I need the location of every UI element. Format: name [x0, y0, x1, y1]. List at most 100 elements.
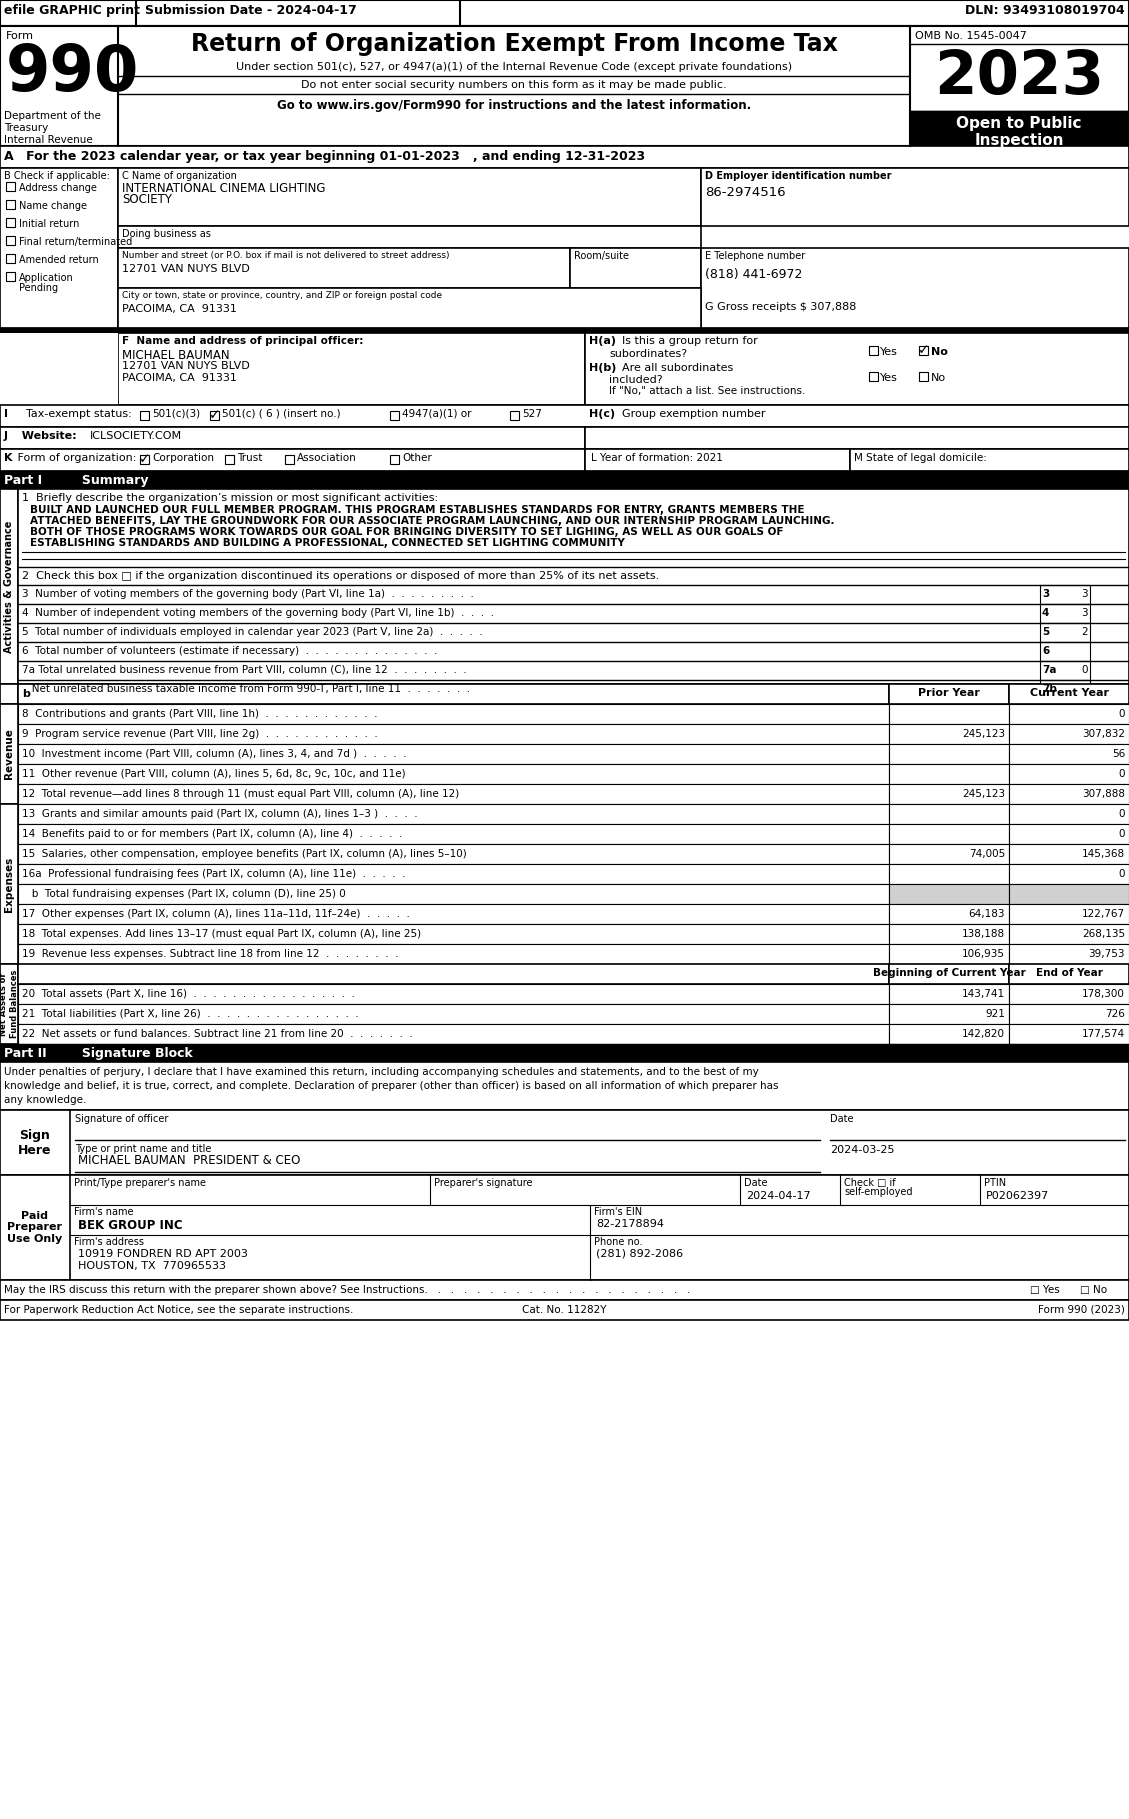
- Text: 17  Other expenses (Part IX, column (A), lines 11a–11d, 11f–24e)  .  .  .  .  .: 17 Other expenses (Part IX, column (A), …: [21, 910, 410, 919]
- Text: 86-2974516: 86-2974516: [704, 186, 786, 198]
- Text: MICHAEL BAUMAN: MICHAEL BAUMAN: [122, 349, 229, 362]
- Text: H(b): H(b): [589, 364, 616, 373]
- Text: Room/suite: Room/suite: [574, 251, 629, 260]
- Bar: [18, 904, 889, 924]
- Text: 6  Total number of volunteers (estimate if necessary)  .  .  .  .  .  .  .  .  .: 6 Total number of volunteers (estimate i…: [21, 646, 437, 657]
- Text: M State of legal domicile:: M State of legal domicile:: [854, 453, 987, 464]
- Bar: [6, 182, 15, 191]
- Text: HOUSTON, TX  770965533: HOUSTON, TX 770965533: [78, 1261, 226, 1271]
- Bar: [18, 489, 1129, 684]
- Bar: [889, 1024, 1009, 1044]
- Text: MICHAEL BAUMAN  PRESIDENT & CEO: MICHAEL BAUMAN PRESIDENT & CEO: [78, 1153, 300, 1168]
- Bar: [585, 449, 850, 471]
- Text: Application: Application: [19, 273, 73, 284]
- Bar: [0, 489, 18, 684]
- Text: 4: 4: [1042, 608, 1049, 618]
- Text: 10919 FONDREN RD APT 2003: 10919 FONDREN RD APT 2003: [78, 1250, 248, 1259]
- Text: 0: 0: [1119, 769, 1124, 779]
- Text: 0: 0: [1119, 829, 1124, 839]
- Text: Type or print name and title: Type or print name and title: [75, 1144, 211, 1153]
- Text: 138,188: 138,188: [962, 930, 1005, 939]
- Text: Tax-exempt status:: Tax-exempt status:: [12, 409, 132, 418]
- Text: Is this a group return for: Is this a group return for: [615, 337, 758, 346]
- Text: Form of organization:: Form of organization:: [14, 453, 137, 464]
- Text: 7b: 7b: [1042, 684, 1057, 695]
- Text: Trust: Trust: [237, 453, 262, 464]
- Bar: [0, 1175, 70, 1281]
- Bar: [1009, 784, 1129, 804]
- Text: I: I: [5, 409, 8, 418]
- Text: BUILT AND LAUNCHED OUR FULL MEMBER PROGRAM. THIS PROGRAM ESTABLISHES STANDARDS F: BUILT AND LAUNCHED OUR FULL MEMBER PROGR…: [30, 506, 805, 515]
- Text: 2024-03-25: 2024-03-25: [830, 1144, 894, 1155]
- Text: End of Year: End of Year: [1035, 968, 1102, 979]
- Bar: [1009, 744, 1129, 764]
- Text: Net Assets or
Fund Balances: Net Assets or Fund Balances: [0, 970, 19, 1039]
- Text: H(c): H(c): [589, 409, 615, 418]
- Text: 2  Check this box □ if the organization discontinued its operations or disposed : 2 Check this box □ if the organization d…: [21, 571, 659, 580]
- Text: 307,832: 307,832: [1082, 729, 1124, 739]
- Bar: [889, 744, 1009, 764]
- Bar: [889, 844, 1009, 864]
- Text: Signature Block: Signature Block: [60, 1048, 193, 1060]
- Bar: [18, 844, 889, 864]
- Text: C Name of organization: C Name of organization: [122, 171, 237, 182]
- Text: Go to www.irs.gov/Form990 for instructions and the latest information.: Go to www.irs.gov/Form990 for instructio…: [277, 98, 751, 113]
- Bar: [0, 1110, 70, 1175]
- Bar: [0, 1301, 1129, 1321]
- Bar: [1009, 904, 1129, 924]
- Bar: [6, 218, 15, 227]
- Text: G Gross receipts $ 307,888: G Gross receipts $ 307,888: [704, 302, 857, 313]
- Bar: [18, 684, 889, 704]
- Text: Prior Year: Prior Year: [918, 688, 980, 698]
- Text: Signature of officer: Signature of officer: [75, 1113, 168, 1124]
- Text: D Employer identification number: D Employer identification number: [704, 171, 892, 182]
- Bar: [0, 804, 18, 964]
- Bar: [0, 1044, 1129, 1062]
- Text: Open to Public
Inspection: Open to Public Inspection: [956, 116, 1082, 149]
- Text: 0: 0: [1082, 666, 1088, 675]
- Text: Department of the: Department of the: [5, 111, 100, 122]
- Bar: [919, 373, 928, 380]
- Text: City or town, state or province, country, and ZIP or foreign postal code: City or town, state or province, country…: [122, 291, 443, 300]
- Text: included?: included?: [609, 375, 663, 386]
- Bar: [1009, 864, 1129, 884]
- Text: Name change: Name change: [19, 202, 87, 211]
- Text: Doing business as: Doing business as: [122, 229, 211, 238]
- Text: 0: 0: [1119, 709, 1124, 719]
- Text: 39,753: 39,753: [1088, 950, 1124, 959]
- Text: PACOIMA, CA  91331: PACOIMA, CA 91331: [122, 304, 237, 315]
- Text: (281) 892-2086: (281) 892-2086: [596, 1250, 683, 1259]
- Bar: [0, 167, 119, 327]
- Text: Initial return: Initial return: [19, 218, 79, 229]
- Text: ✓: ✓: [139, 453, 150, 466]
- Bar: [889, 864, 1009, 884]
- Bar: [701, 247, 1129, 327]
- Text: No: No: [931, 373, 946, 384]
- Text: Activities & Governance: Activities & Governance: [5, 520, 14, 653]
- Text: Summary: Summary: [60, 475, 149, 487]
- Bar: [889, 724, 1009, 744]
- Bar: [0, 146, 1129, 167]
- Text: Print/Type preparer's name: Print/Type preparer's name: [75, 1179, 205, 1188]
- Text: ✓: ✓: [209, 409, 220, 422]
- Text: 10  Investment income (Part VIII, column (A), lines 3, 4, and 7d )  .  .  .  .  : 10 Investment income (Part VIII, column …: [21, 749, 406, 759]
- Text: Amended return: Amended return: [19, 255, 98, 266]
- Bar: [889, 944, 1009, 964]
- Bar: [140, 411, 149, 420]
- Bar: [1009, 944, 1129, 964]
- Text: 8  Contributions and grants (Part VIII, line 1h)  .  .  .  .  .  .  .  .  .  .  : 8 Contributions and grants (Part VIII, l…: [21, 709, 377, 719]
- Bar: [1009, 964, 1129, 984]
- Text: b  Total fundraising expenses (Part IX, column (D), line 25) 0: b Total fundraising expenses (Part IX, c…: [21, 889, 345, 899]
- Text: 3: 3: [1082, 589, 1088, 598]
- Text: Yes: Yes: [879, 347, 898, 357]
- Text: Corporation: Corporation: [152, 453, 215, 464]
- Bar: [1009, 684, 1129, 704]
- Text: Firm's name: Firm's name: [75, 1208, 133, 1217]
- Bar: [1009, 1024, 1129, 1044]
- Text: 145,368: 145,368: [1082, 849, 1124, 859]
- Text: 2024-04-17: 2024-04-17: [746, 1191, 811, 1201]
- Text: E Telephone number: E Telephone number: [704, 251, 805, 260]
- Text: H(a): H(a): [589, 337, 616, 346]
- Text: Firm's EIN: Firm's EIN: [594, 1208, 642, 1217]
- Text: Are all subordinates: Are all subordinates: [615, 364, 733, 373]
